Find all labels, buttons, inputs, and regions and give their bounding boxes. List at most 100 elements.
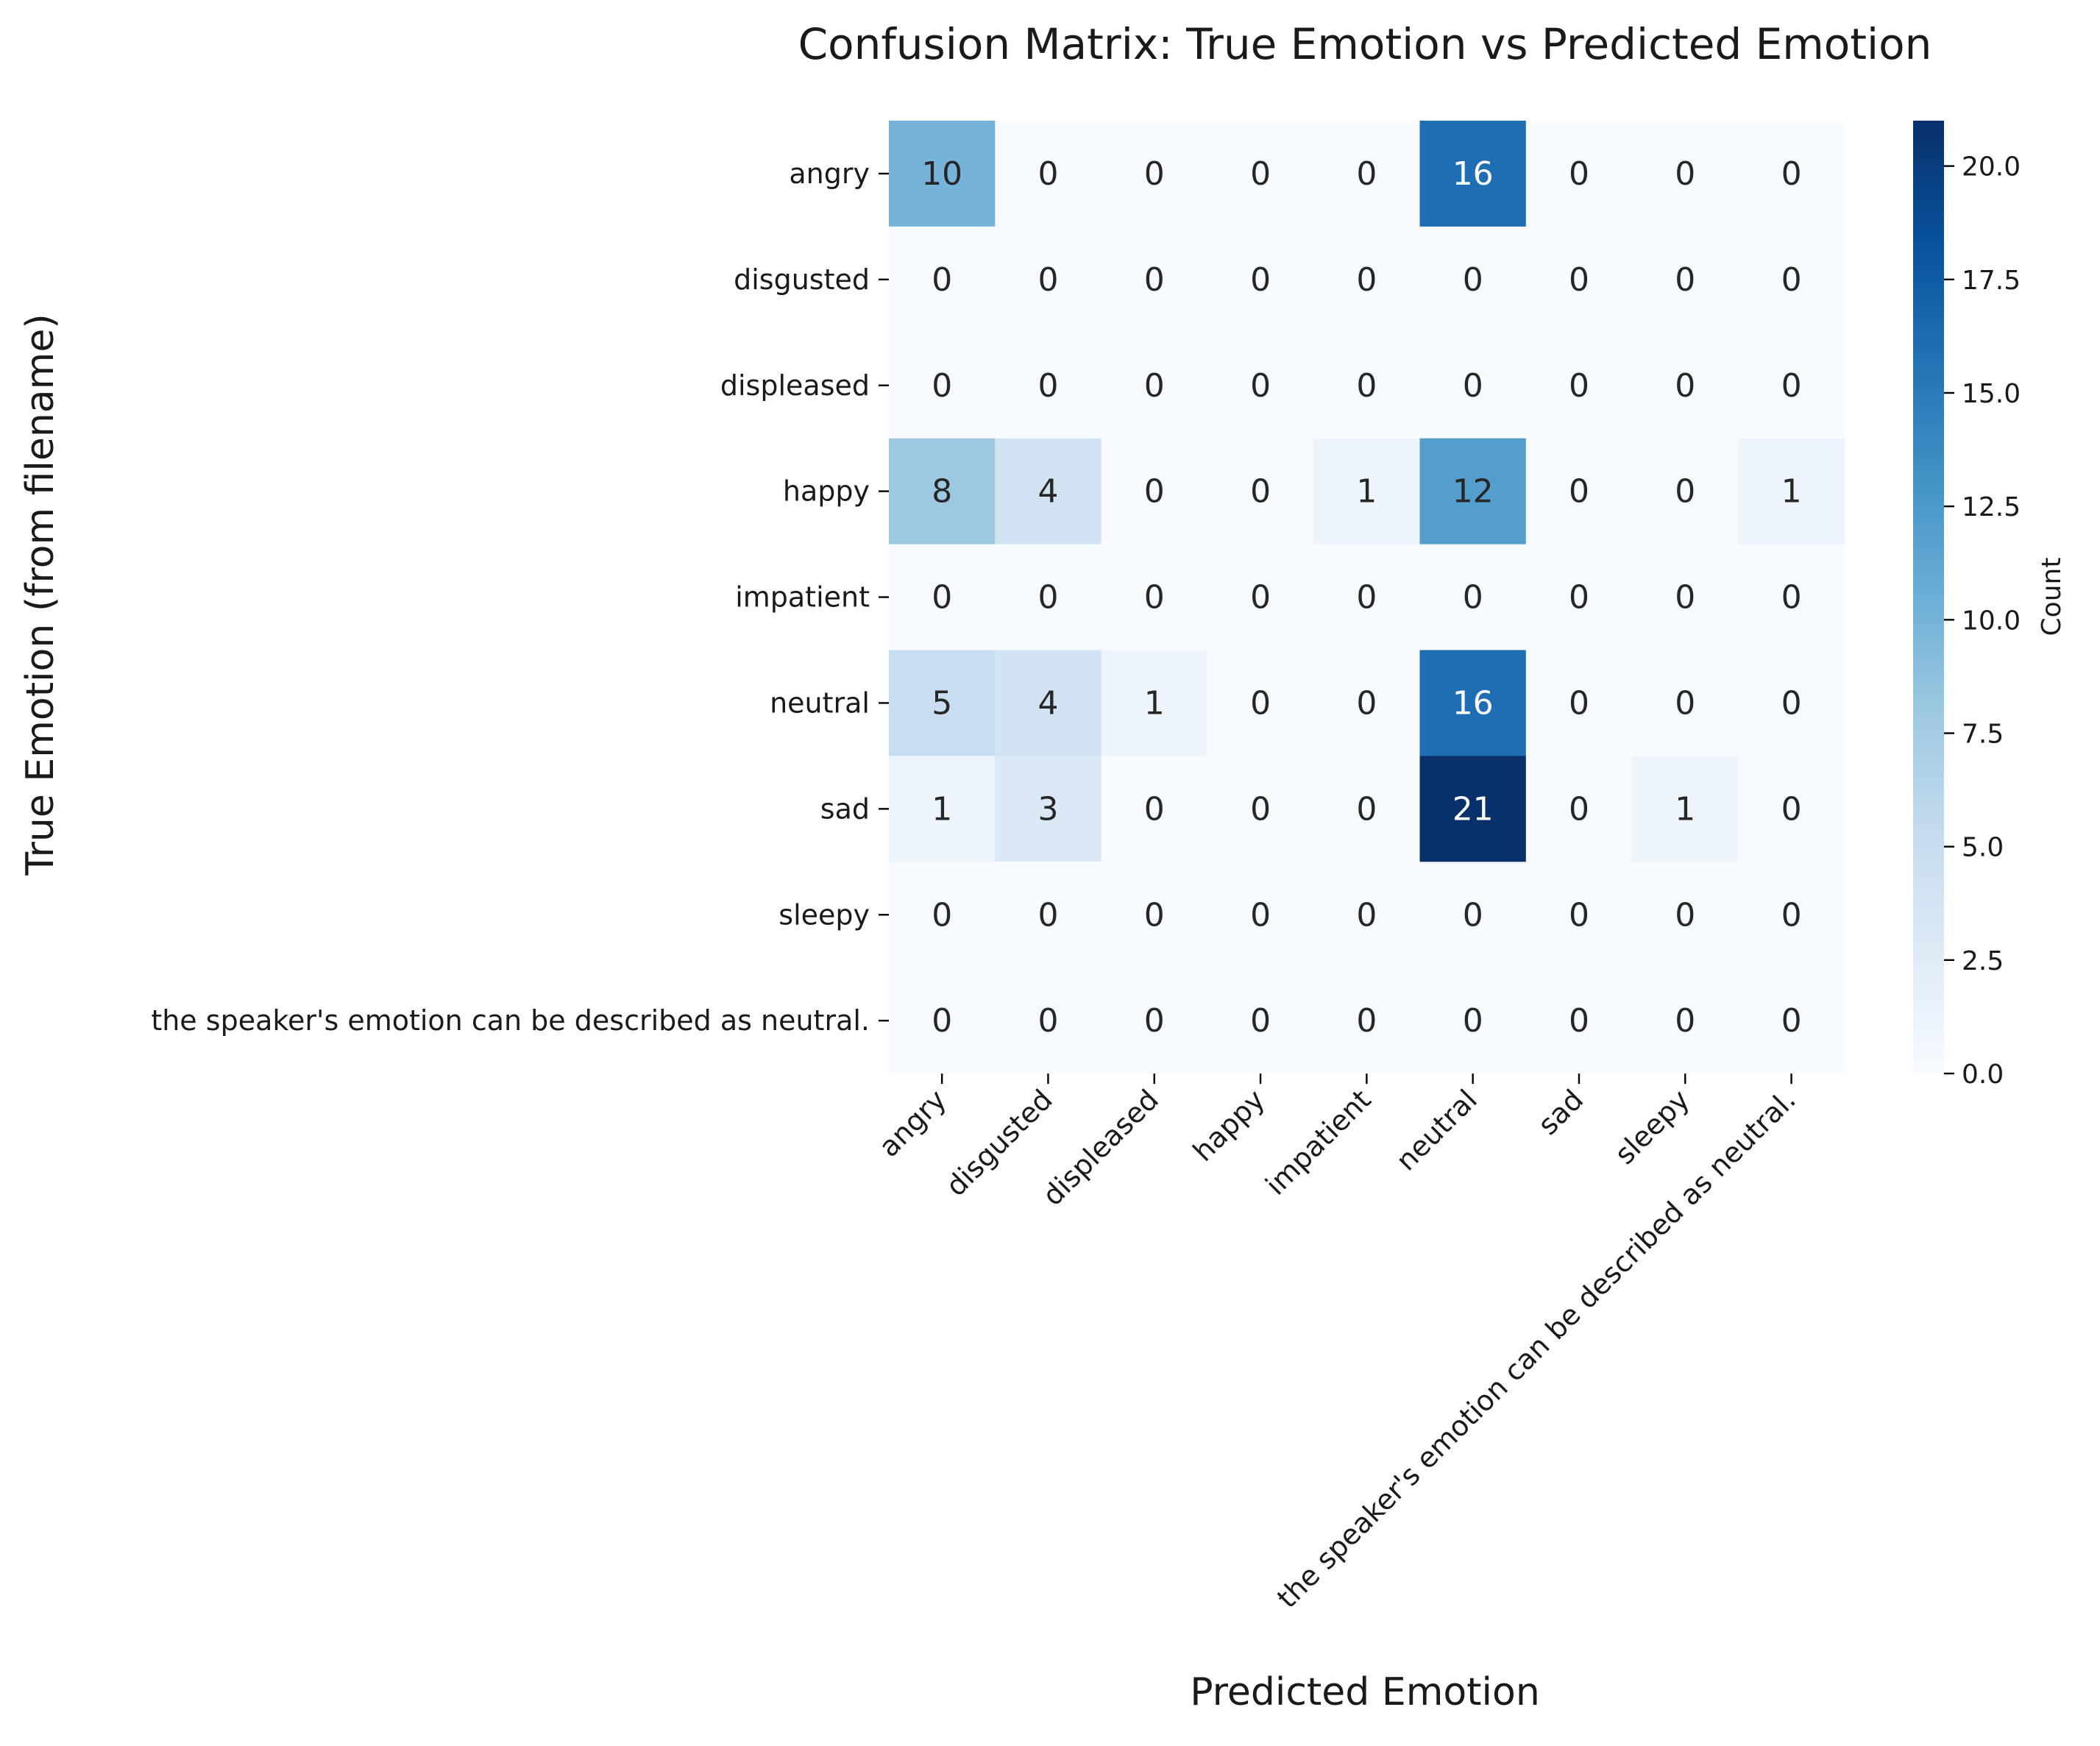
- colorbar: 0.0 2.5 5.0 7.5 10.0 12.5 15.0 17.5 20.0 Count: [1913, 121, 2067, 1090]
- y-tick-label: happy: [783, 475, 870, 508]
- y-tick-label: the speaker's emotion can be described a…: [151, 1004, 870, 1037]
- heatmap-cell: [1632, 121, 1739, 227]
- heatmap-cell: [1313, 226, 1421, 333]
- cell-value-label: 1: [932, 790, 952, 828]
- heatmap-cell: [995, 121, 1102, 227]
- heatmap-cell: [1525, 968, 1633, 1074]
- cell-value-label: 0: [1250, 473, 1271, 511]
- heatmap-cell: [1101, 544, 1208, 651]
- heatmap-cell: [1313, 968, 1421, 1074]
- cell-value-label: 0: [1356, 367, 1377, 405]
- heatmap-cell: [1313, 650, 1421, 756]
- cell-value-label: 4: [1038, 473, 1059, 511]
- colorbar-tick-label: 10.0: [1962, 606, 2021, 636]
- heatmap-cell: [1101, 650, 1208, 756]
- heatmap-cell: [889, 650, 996, 756]
- cell-value-label: 10: [921, 155, 962, 193]
- cell-value-label: 0: [1038, 367, 1059, 405]
- colorbar-gradient: [1913, 121, 1944, 1073]
- heatmap-cell: [1738, 121, 1845, 227]
- cell-value-label: 0: [1463, 896, 1483, 934]
- cell-value-label: 0: [1675, 896, 1695, 934]
- heatmap-cell: [1738, 968, 1845, 1074]
- cell-value-label: 0: [1356, 790, 1377, 828]
- cell-value-label: 0: [1144, 261, 1165, 299]
- cell-value-label: 0: [1675, 155, 1695, 193]
- heatmap-cell: [889, 226, 996, 333]
- cell-value-label: 0: [1675, 367, 1695, 405]
- heatmap-cell: [1419, 756, 1527, 862]
- heatmap-cell: [1101, 862, 1208, 968]
- heatmap-cell: [1313, 862, 1421, 968]
- cell-value-label: 0: [1463, 1002, 1483, 1040]
- cell-value-label: 0: [1144, 367, 1165, 405]
- y-axis-ticks: angry disgusted displeased happy impatient ne…: [151, 157, 889, 1037]
- heatmap-cell: [1419, 544, 1527, 651]
- heatmap-cell: [1632, 332, 1739, 439]
- heatmap-cell: [1207, 121, 1314, 227]
- colorbar-tick-label: 2.5: [1962, 946, 2004, 976]
- heatmap-cell: [1207, 226, 1314, 333]
- heatmap-cell: [1632, 226, 1739, 333]
- cell-value-label: 1: [1781, 473, 1802, 511]
- y-tick-label: neutral: [770, 686, 870, 719]
- heatmap-cell: [1525, 332, 1633, 439]
- cell-value-label: 1: [1675, 790, 1695, 828]
- cell-value-label: 0: [1144, 473, 1165, 511]
- cell-value-label: 0: [1781, 261, 1802, 299]
- heatmap-cell-values: 10 0 0 0 0 16 0 0 00 0 0 0 0 0 0 0 00 0 0 0 0 0 0 0 08 4 0 0 1 12 0 0 10…: [921, 155, 1801, 1040]
- cell-value-label: 0: [1569, 896, 1589, 934]
- colorbar-tick-label: 15.0: [1962, 379, 2021, 409]
- heatmap-cell: [1738, 544, 1845, 651]
- cell-value-label: 0: [932, 1002, 952, 1040]
- colorbar-tick-label: 7.5: [1962, 720, 2004, 750]
- cell-value-label: 3: [1038, 790, 1059, 828]
- cell-value-label: 16: [1452, 685, 1494, 723]
- cell-value-label: 0: [1463, 579, 1483, 617]
- heatmap-cell: [1525, 650, 1633, 756]
- heatmap-cell: [1632, 438, 1739, 545]
- heatmap-cell: [1101, 332, 1208, 439]
- heatmap-cell: [1313, 438, 1421, 545]
- heatmap-cell: [889, 121, 996, 227]
- heatmap-cell: [1419, 438, 1527, 545]
- heatmap-cell: [1632, 650, 1739, 756]
- cell-value-label: 0: [1569, 579, 1589, 617]
- heatmap-cell: [1101, 121, 1208, 227]
- cell-value-label: 0: [1250, 1002, 1271, 1040]
- heatmap-cell: [1419, 226, 1527, 333]
- cell-value-label: 0: [1463, 367, 1483, 405]
- cell-value-label: 0: [1781, 155, 1802, 193]
- x-tick-label: angry: [873, 1083, 953, 1163]
- cell-value-label: 0: [1038, 579, 1059, 617]
- cell-value-label: 16: [1452, 155, 1494, 193]
- y-tick-label: sleepy: [778, 898, 870, 931]
- heatmap-cell: [1738, 332, 1845, 439]
- cell-value-label: 0: [1675, 685, 1695, 723]
- x-tick-label: displeased: [1036, 1083, 1165, 1212]
- cell-value-label: 0: [1781, 790, 1802, 828]
- cell-value-label: 0: [1569, 790, 1589, 828]
- heatmap-cell: [1632, 756, 1739, 862]
- heatmap-cell: [995, 332, 1102, 439]
- x-tick-label: happy: [1187, 1083, 1271, 1168]
- heatmap-cell: [995, 438, 1102, 545]
- cell-value-label: 0: [1144, 1002, 1165, 1040]
- cell-value-label: 0: [1250, 579, 1271, 617]
- heatmap-cell: [1313, 544, 1421, 651]
- heatmap-cell: [1525, 438, 1633, 545]
- cell-value-label: 0: [1144, 790, 1165, 828]
- cell-value-label: 0: [1569, 367, 1589, 405]
- cell-value-label: 1: [1356, 473, 1377, 511]
- cell-value-label: 0: [932, 261, 952, 299]
- cell-value-label: 0: [1356, 261, 1377, 299]
- y-tick-label: disgusted: [734, 263, 870, 296]
- y-tick-label: angry: [789, 157, 870, 190]
- heatmap-cell: [1207, 544, 1314, 651]
- cell-value-label: 0: [1356, 685, 1377, 723]
- heatmap-cell: [1419, 650, 1527, 756]
- cell-value-label: 0: [1781, 1002, 1802, 1040]
- cell-value-label: 8: [932, 473, 952, 511]
- colorbar-ticks: 0.0 2.5 5.0 7.5 10.0 12.5 15.0 17.5 20.0: [1944, 152, 2021, 1090]
